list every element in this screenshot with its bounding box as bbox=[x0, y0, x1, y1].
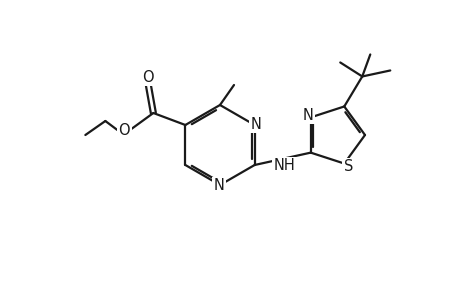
Text: O: O bbox=[118, 122, 130, 137]
Text: N: N bbox=[302, 108, 313, 123]
Text: O: O bbox=[142, 70, 154, 85]
Text: N: N bbox=[250, 116, 261, 131]
Text: NH: NH bbox=[273, 158, 295, 173]
Text: N: N bbox=[213, 178, 224, 194]
Text: S: S bbox=[343, 159, 352, 174]
